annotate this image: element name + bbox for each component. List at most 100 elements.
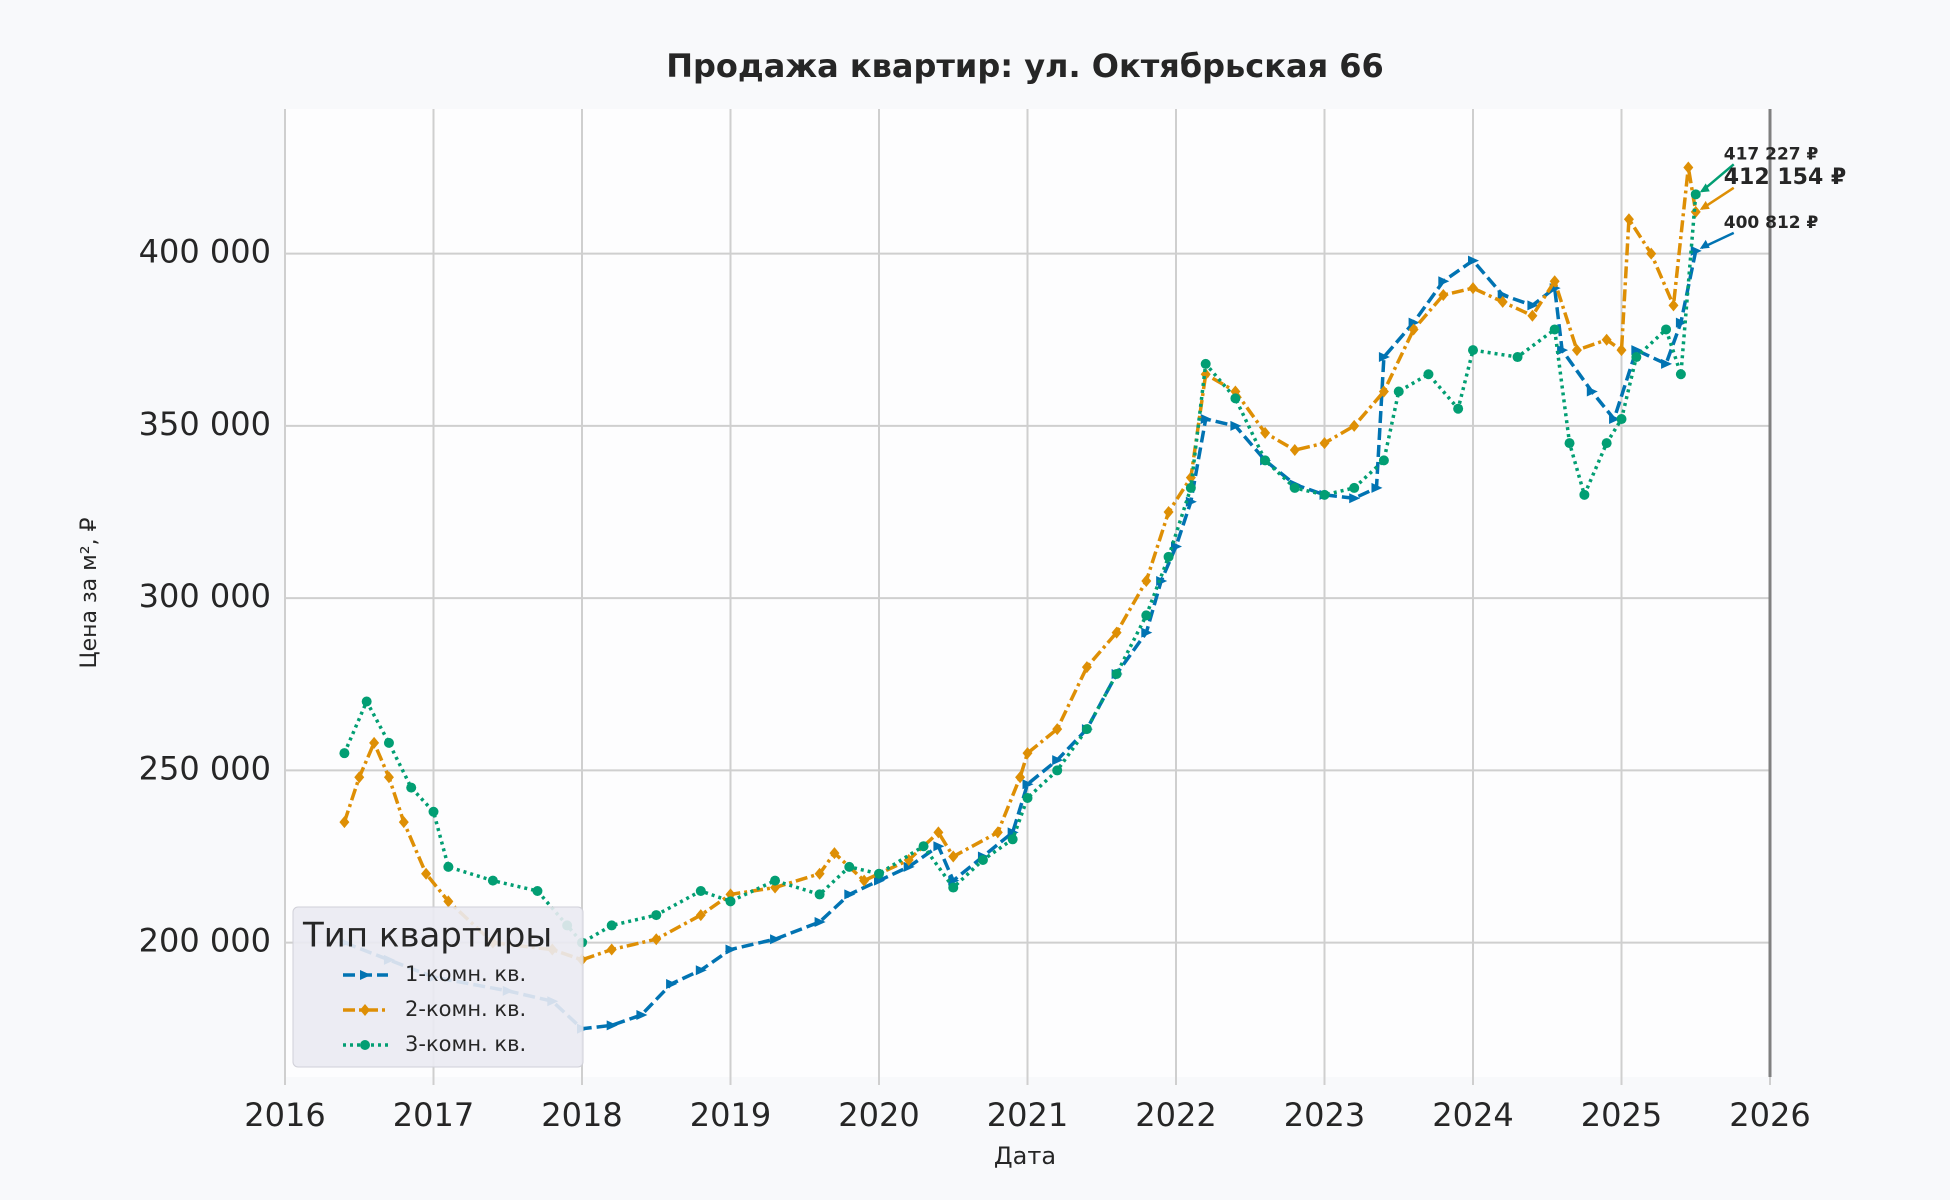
marker [1185, 482, 1196, 493]
marker [1527, 309, 1538, 322]
marker [1661, 324, 1672, 335]
marker [933, 841, 945, 852]
marker [339, 816, 350, 829]
marker [1497, 295, 1508, 308]
marker [1378, 455, 1389, 466]
x-tick-label: 2021 [987, 1096, 1068, 1134]
marker [1319, 489, 1330, 500]
marker [360, 1004, 370, 1016]
marker [339, 748, 350, 759]
marker [1349, 482, 1360, 493]
marker [1623, 213, 1634, 226]
marker [695, 965, 707, 976]
marker [814, 867, 825, 880]
x-tick-label: 2022 [1135, 1096, 1216, 1134]
marker [1690, 189, 1701, 200]
marker [1468, 282, 1478, 295]
marker [1616, 344, 1627, 357]
annotation-label: 412 154 ₽ [1724, 165, 1846, 190]
y-axis-label: Цена за м², ₽ [77, 517, 102, 668]
marker [1468, 345, 1478, 356]
marker [1052, 765, 1063, 776]
y-tick-label: 400 000 [139, 233, 271, 271]
marker [443, 861, 454, 872]
annotation-arrowhead [1699, 183, 1710, 193]
marker [1230, 393, 1241, 404]
marker [1438, 289, 1449, 302]
marker [1052, 755, 1064, 766]
y-tick-label: 250 000 [139, 749, 271, 787]
marker [1081, 724, 1092, 735]
marker [1675, 317, 1687, 328]
annotation-label: 400 812 ₽ [1724, 213, 1819, 233]
marker [1022, 779, 1034, 790]
marker [1661, 358, 1673, 369]
marker [770, 875, 781, 886]
legend-label: 2-комн. кв. [405, 997, 526, 1021]
x-tick-label: 2025 [1581, 1096, 1662, 1134]
legend: Тип квартиры 1-комн. кв. 2-комн. кв. 3-комн… [292, 906, 584, 1068]
marker [1081, 661, 1092, 674]
annotation-label: 417 227 ₽ [1724, 144, 1819, 164]
marker [874, 868, 884, 879]
marker [1601, 438, 1612, 449]
x-axis-label: Дата [994, 1142, 1056, 1170]
legend-box [292, 906, 584, 1068]
marker [361, 696, 372, 707]
marker [1683, 161, 1694, 174]
marker [977, 854, 988, 865]
marker [1141, 627, 1153, 638]
marker [770, 934, 782, 945]
marker [1022, 792, 1033, 803]
marker [606, 1020, 618, 1031]
marker [1549, 324, 1560, 335]
marker [383, 771, 394, 784]
marker [421, 867, 432, 880]
marker [695, 885, 706, 896]
marker [666, 978, 678, 989]
marker [1052, 723, 1063, 736]
marker [636, 1009, 648, 1020]
marker [487, 875, 498, 886]
marker [1423, 369, 1434, 380]
x-tick-label: 2018 [541, 1096, 622, 1134]
marker [1497, 290, 1509, 301]
marker [1141, 574, 1152, 587]
x-tick-label: 2023 [1284, 1096, 1365, 1134]
marker [606, 943, 617, 956]
marker [1319, 437, 1330, 450]
marker [354, 771, 365, 784]
marker [918, 841, 929, 852]
marker [1378, 352, 1390, 363]
x-tick-label: 2017 [393, 1096, 474, 1134]
marker [844, 889, 856, 900]
marker [1185, 496, 1197, 507]
marker [1141, 610, 1152, 621]
marker [1609, 414, 1621, 425]
marker [1371, 482, 1383, 493]
y-tick-label: 200 000 [139, 922, 271, 960]
marker [725, 896, 736, 907]
marker [948, 850, 959, 863]
marker [651, 933, 662, 946]
marker [1564, 438, 1575, 449]
marker [1349, 493, 1361, 504]
marker [1408, 323, 1419, 336]
marker [1289, 482, 1300, 493]
marker [1007, 834, 1018, 845]
marker [606, 920, 617, 931]
marker [1393, 386, 1404, 397]
marker [360, 970, 371, 980]
marker [1111, 668, 1122, 679]
x-tick-label: 2019 [690, 1096, 771, 1134]
marker [1668, 299, 1679, 312]
marker [1453, 403, 1464, 414]
marker [1260, 455, 1271, 466]
marker [1200, 414, 1212, 425]
y-tick-label: 300 000 [139, 577, 271, 615]
marker [1349, 419, 1360, 432]
marker [859, 874, 870, 887]
marker [814, 916, 826, 927]
